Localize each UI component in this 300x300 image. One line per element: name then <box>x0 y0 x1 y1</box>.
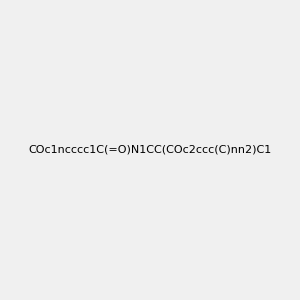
Text: COc1ncccc1C(=O)N1CC(COc2ccc(C)nn2)C1: COc1ncccc1C(=O)N1CC(COc2ccc(C)nn2)C1 <box>28 145 272 155</box>
